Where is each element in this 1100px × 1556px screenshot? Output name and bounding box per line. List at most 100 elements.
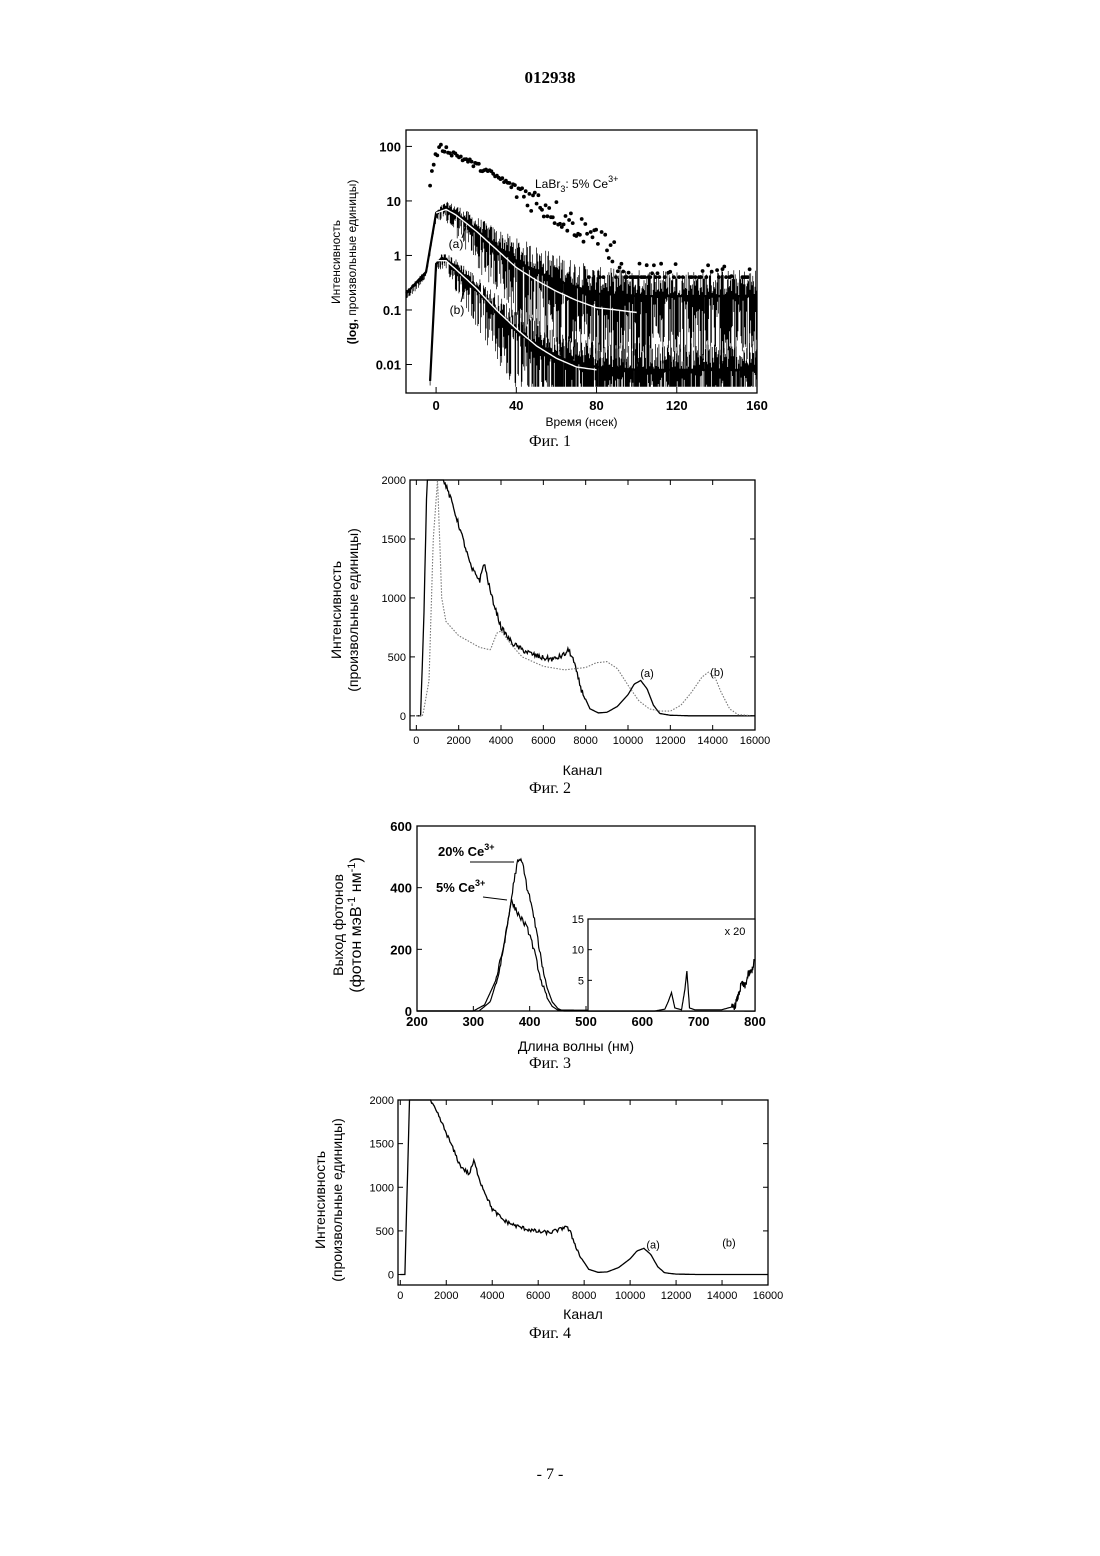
y-tick-label: 10 bbox=[387, 194, 401, 209]
x-tick-label: 0 bbox=[397, 1290, 403, 1302]
data-point bbox=[567, 218, 571, 222]
annotation-sup: 3+ bbox=[484, 842, 494, 852]
x-tick-label: 10000 bbox=[615, 1290, 646, 1302]
y-axis-label-line2: (произвольные единицы) bbox=[329, 1118, 345, 1282]
data-point bbox=[662, 275, 667, 279]
annotation-sup: 3+ bbox=[608, 174, 618, 184]
x-tick-label: 160 bbox=[746, 398, 768, 413]
x-tick-label: 300 bbox=[462, 1014, 484, 1029]
data-point bbox=[491, 171, 496, 176]
data-point bbox=[541, 214, 546, 219]
data-point bbox=[430, 169, 434, 173]
x-tick-label: 200 bbox=[406, 1014, 428, 1029]
y-axis-label-line2: (log, произвольные единицы) bbox=[345, 180, 359, 345]
x-tick-label: 80 bbox=[589, 398, 603, 413]
x-tick-label: 14000 bbox=[707, 1290, 738, 1302]
data-point bbox=[706, 263, 710, 268]
y-axis-label-rest: произвольные единицы) bbox=[345, 180, 359, 320]
data-point bbox=[552, 221, 557, 226]
data-point bbox=[671, 275, 676, 279]
y-axis-label-part: -1 bbox=[346, 897, 358, 907]
y-axis-label-line1: Выход фотонов bbox=[330, 874, 346, 976]
series-a bbox=[416, 479, 755, 717]
data-point bbox=[569, 211, 573, 216]
data-point bbox=[449, 153, 454, 158]
x-tick-label: 120 bbox=[666, 398, 688, 413]
data-point bbox=[680, 275, 685, 279]
data-point bbox=[608, 243, 613, 248]
y-tick-label: 0 bbox=[400, 711, 406, 723]
caption-fig4: Фиг. 4 bbox=[529, 1325, 571, 1342]
data-point bbox=[597, 275, 602, 279]
y-tick-label: 1500 bbox=[382, 534, 406, 546]
series-line bbox=[405, 206, 757, 298]
data-point bbox=[439, 142, 443, 147]
y-tick-label: 400 bbox=[390, 881, 412, 896]
data-point bbox=[444, 145, 449, 150]
series-b bbox=[429, 254, 757, 387]
series-a bbox=[405, 201, 758, 373]
data-point bbox=[527, 192, 532, 196]
data-point bbox=[657, 275, 662, 279]
data-point bbox=[700, 269, 705, 273]
data-point bbox=[585, 231, 589, 236]
data-point bbox=[532, 190, 537, 195]
data-point bbox=[547, 206, 552, 210]
annotation-arrow-5 bbox=[482, 896, 508, 901]
data-point bbox=[722, 264, 727, 269]
data-point bbox=[745, 275, 750, 279]
data-point bbox=[545, 214, 550, 219]
y-axis-label-line1: Интенсивность bbox=[329, 220, 343, 304]
data-point bbox=[579, 217, 584, 221]
data-point bbox=[534, 201, 539, 206]
data-point bbox=[442, 149, 447, 154]
x-tick-label: 2000 bbox=[434, 1290, 458, 1302]
data-point bbox=[570, 221, 575, 226]
data-point bbox=[606, 256, 611, 260]
x-axis-label: Канал bbox=[563, 1306, 603, 1322]
x-tick-label: 0 bbox=[413, 735, 419, 747]
data-point bbox=[507, 181, 512, 185]
data-point bbox=[612, 240, 617, 245]
x-axis-label: Время (нсек) bbox=[546, 415, 618, 429]
data-point bbox=[540, 207, 544, 212]
inset-y-tick-label: 5 bbox=[578, 975, 584, 987]
y-axis-label-bold: (log, bbox=[345, 319, 359, 344]
curve-label: (a) bbox=[646, 1239, 659, 1251]
annotation-part: LaBr bbox=[535, 177, 560, 191]
data-point bbox=[615, 269, 620, 274]
data-point bbox=[677, 275, 682, 279]
data-point bbox=[523, 189, 528, 194]
data-point bbox=[621, 269, 626, 274]
y-tick-label: 1000 bbox=[382, 593, 406, 605]
curve-label-b: (b) bbox=[450, 303, 465, 317]
data-point bbox=[565, 228, 570, 233]
data-point bbox=[648, 275, 653, 279]
data-point bbox=[650, 271, 654, 276]
x-tick-label: 4000 bbox=[480, 1290, 504, 1302]
data-point bbox=[655, 271, 660, 276]
data-point bbox=[476, 161, 481, 166]
x-tick-label: 4000 bbox=[489, 735, 513, 747]
curve-label: (b) bbox=[710, 667, 723, 679]
series-a bbox=[400, 1099, 768, 1276]
x-tick-label: 6000 bbox=[531, 735, 555, 747]
y-tick-label: 1500 bbox=[370, 1139, 394, 1151]
data-point bbox=[543, 203, 548, 208]
data-point bbox=[428, 183, 432, 188]
arrow-a bbox=[461, 225, 467, 239]
data-point bbox=[581, 239, 586, 244]
annotation-20pct: 20% Ce3+ bbox=[438, 842, 495, 859]
data-point bbox=[668, 269, 673, 274]
page-number: - 7 - bbox=[536, 1466, 564, 1483]
y-tick-label: 0 bbox=[405, 1004, 412, 1019]
data-point bbox=[590, 235, 595, 240]
inset-label: x 20 bbox=[725, 926, 746, 938]
data-point bbox=[587, 275, 591, 279]
caption-fig3: Фиг. 3 bbox=[529, 1055, 571, 1072]
x-tick-label: 12000 bbox=[655, 735, 686, 747]
data-point bbox=[698, 275, 703, 279]
data-point bbox=[729, 274, 734, 278]
data-point bbox=[594, 227, 598, 232]
